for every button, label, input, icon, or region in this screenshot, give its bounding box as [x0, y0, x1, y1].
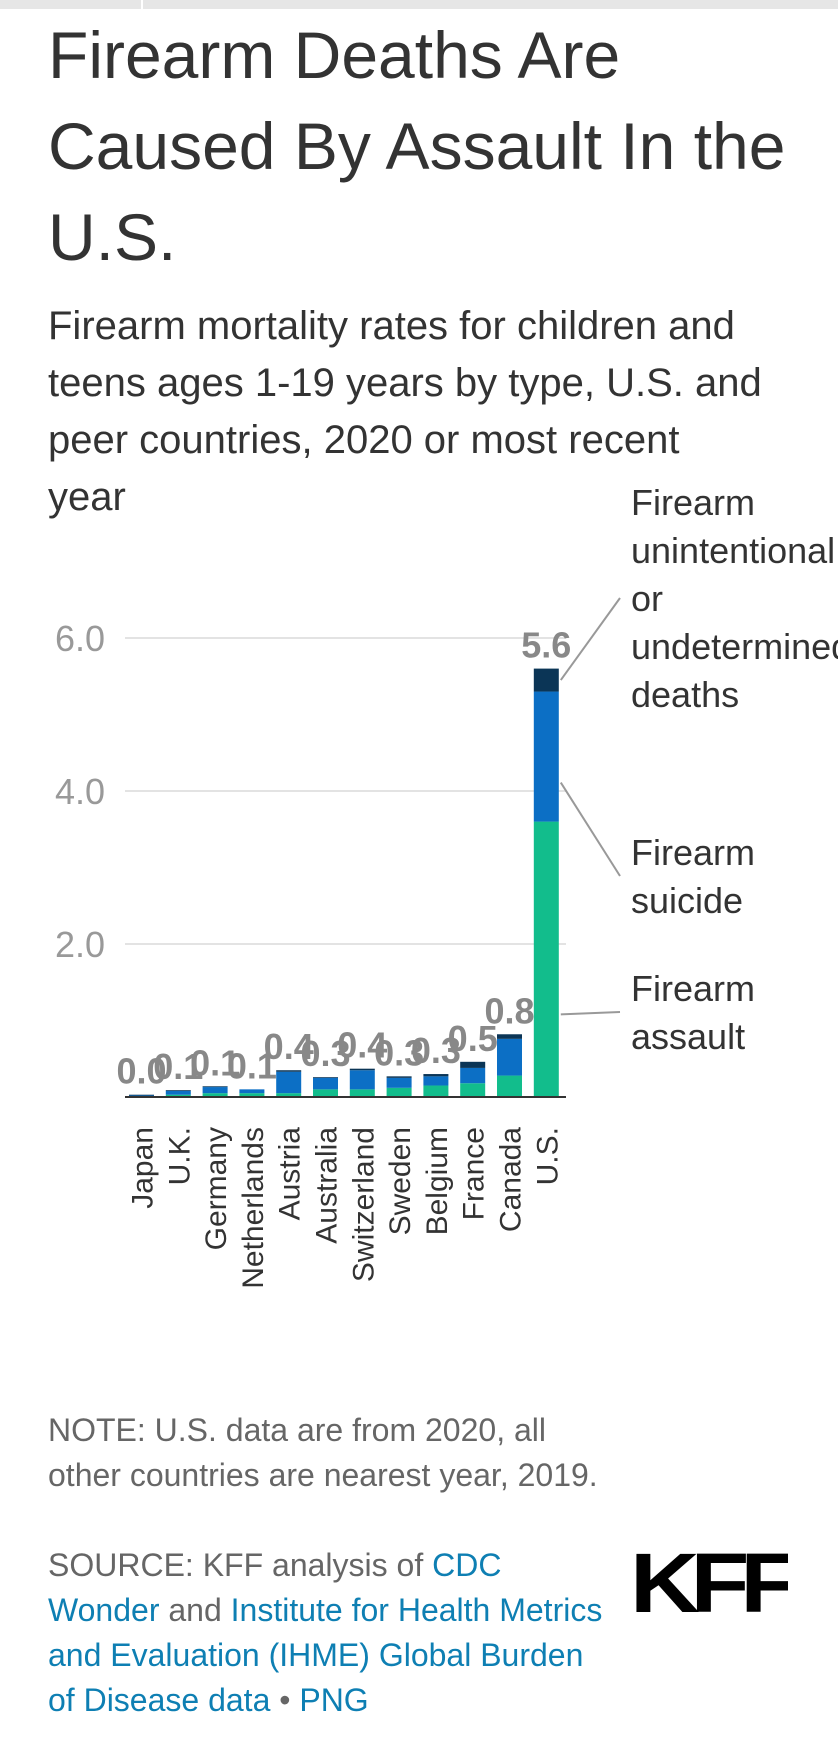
x-category-label: Australia: [311, 1127, 344, 1244]
legend-connector-line: [559, 782, 621, 877]
bar-segment-unintentional: [202, 1086, 228, 1088]
legend-label-line: Firearm: [631, 968, 755, 1009]
legend-label: Firearm assault: [631, 968, 755, 1057]
x-category-label: Japan: [127, 1127, 160, 1209]
legend-label-line: suicide: [631, 880, 743, 921]
bar-segment-suicide: [349, 1070, 375, 1090]
bars-layer: [125, 668, 566, 1098]
bar-segment-suicide: [386, 1077, 412, 1088]
bar-segment-unintentional: [276, 1070, 302, 1072]
legend-label-line: Firearm: [631, 482, 755, 523]
x-category-label: Belgium: [421, 1127, 454, 1235]
bar-segment-assault: [239, 1093, 265, 1097]
bar-segment-assault: [165, 1094, 191, 1097]
bar-segment-unintentional: [129, 1094, 154, 1096]
y-tick-label: 2.0: [55, 924, 105, 965]
bar-segment-assault: [349, 1089, 375, 1097]
x-category-label: U.S.: [531, 1127, 564, 1185]
bar-segment-unintentional: [165, 1090, 191, 1091]
ihme-link[interactable]: Institute for Health Metrics and Evaluat…: [48, 1592, 603, 1718]
bar-total-label: 0.3: [411, 1030, 461, 1071]
bar-segment-suicide: [313, 1077, 338, 1090]
legend-connector-line: [559, 597, 621, 681]
bar-segment-unintentional: [386, 1076, 412, 1078]
bar-segment-assault: [276, 1093, 302, 1097]
bar-segment-unintentional: [460, 1061, 486, 1068]
bar-segment-suicide: [239, 1089, 265, 1094]
source-bullet: •: [270, 1682, 300, 1718]
bar-segment-suicide: [276, 1071, 302, 1094]
source-text: SOURCE: KFF analysis of CDC Wonder and I…: [48, 1543, 608, 1723]
bar-segment-unintentional: [313, 1077, 338, 1078]
legend-connector-line: [560, 1011, 621, 1016]
kff-logo[interactable]: KFF: [632, 1548, 788, 1618]
x-category-label: France: [458, 1127, 491, 1220]
bar-segment-assault: [533, 821, 559, 1097]
source-and: and: [159, 1592, 231, 1628]
bar-segment-assault: [202, 1093, 228, 1097]
bar-total-label: 0.4: [337, 1025, 387, 1066]
stacked-bar-chart: 2.0 4.0 6.0 0.0 Japan 0.1 U.K. 0.1 Germany 0.1 Ne…: [55, 482, 838, 1289]
chart-subtitle: Firearm mortality rates for children and…: [48, 304, 762, 519]
x-category-label: Germany: [200, 1127, 233, 1250]
bar-segment-unintentional: [533, 668, 559, 692]
y-tick-label: 4.0: [55, 771, 105, 812]
chart-title: Firearm Deaths Are Caused By Assault In …: [48, 18, 786, 274]
x-category-label: Sweden: [384, 1127, 417, 1235]
bar-total-label: 0.1: [190, 1042, 240, 1083]
bar-total-label: 0.4: [264, 1026, 314, 1067]
bar-total-label: 0.5: [448, 1018, 498, 1059]
source-prefix: SOURCE: KFF analysis of: [48, 1547, 433, 1583]
x-category-label: Switzerland: [347, 1127, 380, 1282]
bar-segment-assault: [386, 1087, 412, 1097]
legend-label-line: or: [631, 578, 663, 619]
bar-segment-suicide: [165, 1090, 191, 1095]
bar-segment-assault: [460, 1083, 486, 1097]
legend-label-line: undetermined: [631, 626, 838, 667]
bar-total-label: 0.3: [374, 1032, 424, 1073]
bar-segment-unintentional: [497, 1034, 522, 1039]
bar-segment-assault: [497, 1075, 522, 1097]
png-download-link[interactable]: PNG: [299, 1682, 369, 1718]
top-bar: [0, 0, 838, 9]
bar-segment-assault: [313, 1089, 338, 1097]
bar-segment-suicide: [460, 1067, 486, 1084]
legend-label-line: deaths: [631, 674, 739, 715]
legend-label: Firearm unintentional or undetermined deaths: [631, 482, 838, 715]
note-text: NOTE: U.S. data are from 2020, all other…: [48, 1412, 598, 1493]
labels-layer: 0.0 Japan 0.1 U.K. 0.1 Germany 0.1 Netherlands 0…: [116, 625, 571, 1289]
bar-segment-suicide: [202, 1087, 228, 1094]
bar-total-label: 0.0: [116, 1051, 166, 1092]
x-category-label: U.K.: [163, 1127, 196, 1185]
x-category-label: Austria: [274, 1127, 307, 1221]
x-category-label: Netherlands: [237, 1127, 270, 1289]
legend-label-line: Firearm: [631, 832, 755, 873]
bar-segment-suicide: [533, 691, 559, 822]
bar-total-label: 0.1: [227, 1045, 277, 1086]
top-bar-divider: [141, 0, 143, 9]
bar-total-label: 0.8: [484, 990, 534, 1031]
cdc-wonder-link[interactable]: CDC Wonder: [48, 1547, 502, 1628]
y-tick-label: 6.0: [55, 618, 105, 659]
bar-segment-assault: [423, 1085, 449, 1097]
kff-logo-text: KFF: [632, 1548, 788, 1618]
bar-total-label: 0.3: [300, 1033, 350, 1074]
grid-layer: 2.0 4.0 6.0: [55, 618, 566, 965]
x-category-label: Canada: [495, 1127, 528, 1232]
bar-segment-unintentional: [349, 1068, 375, 1071]
bar-total-label: 5.6: [521, 625, 571, 666]
legend-label-line: assault: [631, 1016, 745, 1057]
legend-layer: Firearm assault Firearm suicide Firearm unint…: [559, 482, 838, 1057]
bar-segment-suicide: [497, 1038, 522, 1076]
bar-total-label: 0.1: [153, 1046, 203, 1087]
bar-segment-suicide: [423, 1076, 449, 1086]
bar-segment-unintentional: [423, 1074, 449, 1077]
legend-label-line: unintentional: [631, 530, 835, 571]
legend-label: Firearm suicide: [631, 832, 755, 921]
